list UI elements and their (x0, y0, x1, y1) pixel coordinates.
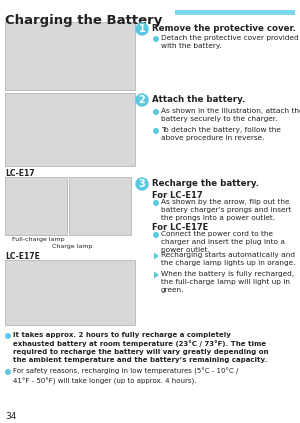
Text: Attach the battery.: Attach the battery. (152, 95, 245, 104)
Text: Charge lamp: Charge lamp (52, 244, 92, 249)
Text: Full-charge lamp: Full-charge lamp (12, 237, 64, 242)
Text: When the battery is fully recharged,
the full-charge lamp will light up in
green: When the battery is fully recharged, the… (161, 271, 294, 293)
Text: 2: 2 (139, 95, 145, 105)
Text: Remove the protective cover.: Remove the protective cover. (152, 24, 296, 33)
Circle shape (154, 201, 158, 205)
Circle shape (154, 233, 158, 237)
Bar (5, 260, 135, 325)
Circle shape (136, 178, 148, 190)
Bar (69, 177, 131, 235)
Text: As shown in the illustration, attach the
battery securely to the charger.: As shown in the illustration, attach the… (161, 108, 300, 122)
Polygon shape (154, 272, 159, 278)
Text: For LC-E17E: For LC-E17E (152, 223, 208, 232)
Text: Recharging starts automatically and
the charge lamp lights up in orange.: Recharging starts automatically and the … (161, 252, 296, 266)
Circle shape (6, 334, 10, 338)
Circle shape (154, 110, 158, 114)
Text: For LC-E17: For LC-E17 (152, 191, 202, 200)
Text: Connect the power cord to the
charger and insert the plug into a
power outlet.: Connect the power cord to the charger an… (161, 231, 285, 253)
Text: Recharge the battery.: Recharge the battery. (152, 179, 259, 188)
Text: LC-E17E: LC-E17E (5, 252, 40, 261)
Polygon shape (154, 253, 159, 259)
Text: Detach the protective cover provided
with the battery.: Detach the protective cover provided wit… (161, 35, 298, 49)
Text: As shown by the arrow, flip out the
battery charger’s prongs and insert
the pron: As shown by the arrow, flip out the batt… (161, 199, 291, 221)
Circle shape (154, 37, 158, 41)
Circle shape (136, 94, 148, 106)
Text: LC-E17: LC-E17 (5, 169, 34, 178)
Circle shape (6, 370, 10, 374)
Bar (5, 22, 135, 90)
Text: It takes approx. 2 hours to fully recharge a completely
exhausted battery at roo: It takes approx. 2 hours to fully rechar… (13, 332, 268, 363)
Text: For safety reasons, recharging in low temperatures (5°C - 10°C /
41°F - 50°F) wi: For safety reasons, recharging in low te… (13, 368, 238, 385)
Text: To detach the battery, follow the
above procedure in reverse.: To detach the battery, follow the above … (161, 127, 281, 141)
Text: 3: 3 (139, 179, 145, 189)
Text: Charging the Battery: Charging the Battery (5, 14, 162, 27)
Bar (5, 177, 67, 235)
Bar (5, 93, 135, 166)
Circle shape (154, 129, 158, 133)
Text: 1: 1 (139, 24, 145, 34)
Text: 34: 34 (5, 412, 16, 421)
Circle shape (136, 23, 148, 35)
Bar (175, 10, 295, 15)
